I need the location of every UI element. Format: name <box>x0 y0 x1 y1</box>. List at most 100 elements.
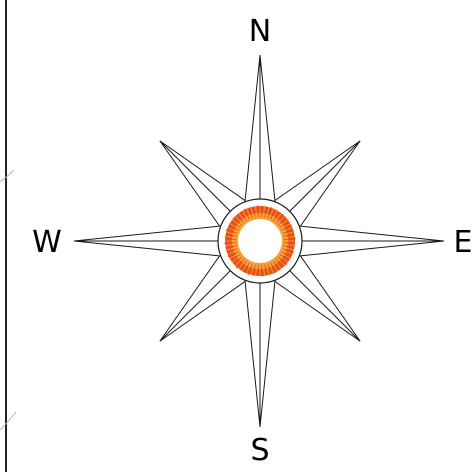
hub-tick <box>250 206 255 218</box>
background-arc-top <box>0 169 15 183</box>
hub-tick <box>246 209 252 219</box>
hub-tick <box>273 212 280 222</box>
hub-tick <box>232 216 243 226</box>
hub-tick <box>283 231 295 236</box>
hub-tick <box>277 217 287 226</box>
hub-tick <box>264 264 268 275</box>
hub-tick <box>280 223 291 230</box>
hub-tick <box>277 256 288 266</box>
hub-tick <box>248 207 253 219</box>
hub-tick <box>240 260 247 270</box>
hub-tick <box>250 264 255 275</box>
hub-tick <box>246 263 252 273</box>
center-hub <box>217 198 303 284</box>
hub-tick <box>225 246 237 251</box>
hub-tick <box>271 209 279 221</box>
hub-tick <box>224 242 237 244</box>
hub-tick <box>235 258 245 269</box>
hub-tick <box>271 261 278 272</box>
south-label: S <box>250 433 269 468</box>
hub-tick <box>281 251 292 257</box>
west-label: W <box>32 225 62 260</box>
hub-tick <box>282 249 292 255</box>
hub-tick <box>275 213 285 224</box>
hub-tick <box>235 257 244 266</box>
hub-tick <box>283 245 294 249</box>
hub-tick <box>228 225 239 231</box>
hub-tick <box>270 262 277 274</box>
hub-tick <box>268 209 274 219</box>
hub-tick <box>279 254 289 261</box>
hub-tick <box>280 252 292 260</box>
hub-tick <box>275 258 284 268</box>
hub-tick <box>244 262 250 273</box>
hub-tick <box>281 224 293 231</box>
east-label: E <box>454 225 473 260</box>
hub-tick <box>243 208 250 220</box>
hub-tick <box>261 206 263 218</box>
hub-tick <box>270 209 276 220</box>
hub-tick <box>228 227 238 233</box>
hub-tick <box>255 206 258 218</box>
hub-tick <box>226 245 237 249</box>
hub-tick <box>252 207 256 218</box>
hub-tick <box>242 210 249 221</box>
hub-tick <box>228 249 238 255</box>
hub-tick <box>227 251 239 258</box>
hub-tick <box>226 233 237 237</box>
hub-tick <box>274 212 282 223</box>
hub-tick <box>257 205 259 218</box>
hub-tick <box>268 263 274 273</box>
hub-tick <box>276 216 285 225</box>
hub-tick <box>233 256 243 265</box>
hub-tick <box>257 264 259 276</box>
hub-tick <box>264 207 268 218</box>
hub-tick <box>231 219 242 227</box>
hub-tick <box>274 259 283 270</box>
hub-tick <box>225 229 238 234</box>
hub-tick <box>265 207 270 218</box>
hub-tick <box>282 227 292 233</box>
hub-tick <box>283 246 294 251</box>
hub-tick <box>273 260 280 270</box>
hub-tick <box>265 264 270 276</box>
hub-tick <box>262 264 265 276</box>
hub-tick <box>241 261 249 273</box>
hub-tick <box>261 264 263 277</box>
hub-tick <box>262 205 266 218</box>
hub-tick <box>267 206 272 219</box>
hub-tick <box>283 243 296 247</box>
hub-tick <box>248 263 253 276</box>
hub-tick <box>237 212 246 223</box>
hub-tick <box>267 263 272 275</box>
hub-tick <box>225 243 237 246</box>
hub-tick <box>231 254 241 261</box>
hub-tick <box>236 214 245 224</box>
hub-tick <box>238 259 246 270</box>
hub-tick <box>282 229 294 234</box>
hub-tick <box>283 238 296 240</box>
hub-tick <box>283 236 295 239</box>
hub-tick <box>276 257 285 266</box>
hub-tick <box>235 216 244 225</box>
hub-tick <box>278 218 289 227</box>
hub-tick <box>278 255 289 263</box>
hub-tick <box>224 235 237 239</box>
hub-center <box>238 219 282 263</box>
hub-tick <box>254 264 258 277</box>
hub-tick <box>225 238 237 240</box>
hub-tick <box>231 221 241 228</box>
hub-tick <box>283 233 294 237</box>
hub-tick <box>229 252 240 259</box>
hub-tick <box>283 242 295 244</box>
hub-tick <box>240 212 247 222</box>
hub-tick <box>282 248 295 253</box>
hub-tick <box>226 231 237 236</box>
hub-ring-ticks <box>224 205 296 277</box>
hub-tick <box>279 221 289 228</box>
background-arc-bottom <box>0 411 17 431</box>
hub-tick <box>231 255 242 264</box>
north-label: N <box>249 14 271 49</box>
hub-tick <box>252 264 256 275</box>
